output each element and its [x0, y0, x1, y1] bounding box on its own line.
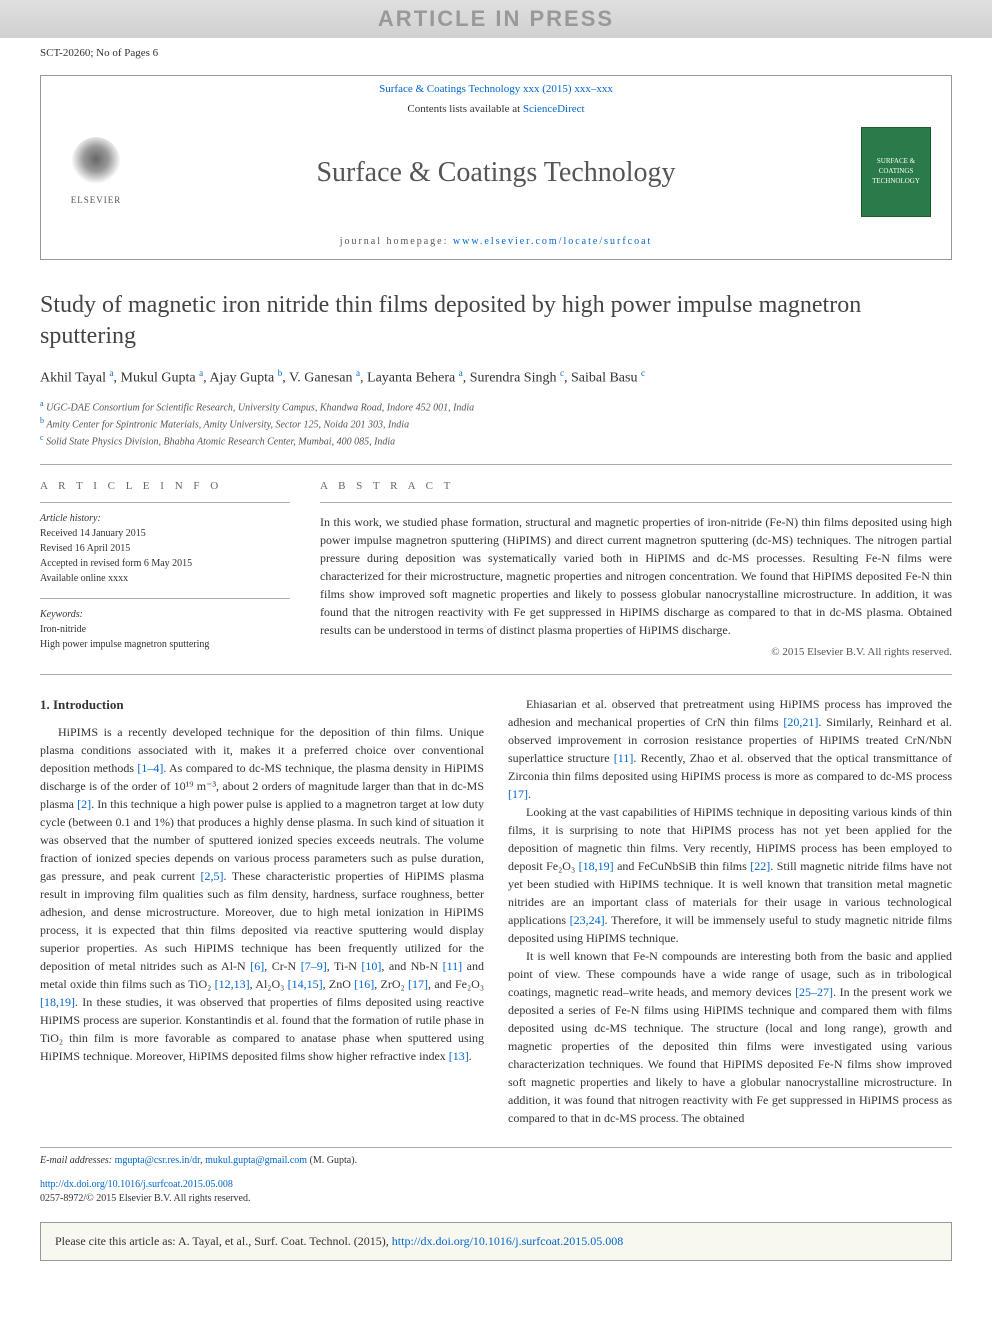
doi-block: http://dx.doi.org/10.1016/j.surfcoat.201… — [0, 1168, 992, 1212]
elsevier-tree-icon — [71, 137, 121, 192]
info-divider — [40, 598, 290, 599]
journal-issue-link[interactable]: Surface & Coatings Technology xxx (2015)… — [41, 76, 951, 99]
article-info: A R T I C L E I N F O Article history: R… — [40, 479, 290, 664]
article-title: Study of magnetic iron nitride thin film… — [0, 260, 992, 362]
affiliations: a UGC-DAE Consortium for Scientific Rese… — [0, 398, 992, 464]
cite-doi-link[interactable]: http://dx.doi.org/10.1016/j.surfcoat.201… — [392, 1234, 623, 1248]
elsevier-logo: ELSEVIER — [61, 132, 131, 212]
affiliation-a: a UGC-DAE Consortium for Scientific Rese… — [40, 398, 952, 415]
journal-title-row: ELSEVIER Surface & Coatings Technology S… — [41, 119, 951, 229]
affiliation-b: b Amity Center for Spintronic Materials,… — [40, 415, 952, 432]
body-column-left: 1. Introduction HiPIMS is a recently dev… — [40, 695, 484, 1127]
contents-prefix: Contents lists available at — [407, 103, 522, 115]
abstract-heading: A B S T R A C T — [320, 479, 952, 503]
abstract-text: In this work, we studied phase formation… — [320, 513, 952, 639]
contents-line: Contents lists available at ScienceDirec… — [41, 100, 951, 119]
doi-link[interactable]: http://dx.doi.org/10.1016/j.surfcoat.201… — [40, 1179, 233, 1190]
online-date: Available online xxxx — [40, 571, 290, 586]
journal-homepage-line: journal homepage: www.elsevier.com/locat… — [41, 229, 951, 259]
homepage-prefix: journal homepage: — [340, 236, 453, 247]
citation-box: Please cite this article as: A. Tayal, e… — [40, 1222, 952, 1261]
accepted-date: Accepted in revised form 6 May 2015 — [40, 556, 290, 571]
body-columns: 1. Introduction HiPIMS is a recently dev… — [0, 675, 992, 1137]
email-label: E-mail addresses: — [40, 1155, 112, 1166]
info-abstract-row: A R T I C L E I N F O Article history: R… — [0, 465, 992, 674]
keywords-block: Keywords: Iron-nitride High power impuls… — [40, 607, 290, 652]
body-paragraph: Ehiasarian et al. observed that pretreat… — [508, 695, 952, 803]
elsevier-text: ELSEVIER — [71, 194, 122, 207]
article-info-heading: A R T I C L E I N F O — [40, 479, 290, 503]
received-date: Received 14 January 2015 — [40, 526, 290, 541]
homepage-link[interactable]: www.elsevier.com/locate/surfcoat — [453, 236, 652, 247]
email-author-name: (M. Gupta). — [307, 1155, 357, 1166]
affiliation-c: c Solid State Physics Division, Bhabha A… — [40, 432, 952, 449]
article-history-block: Article history: Received 14 January 201… — [40, 511, 290, 586]
keyword-2: High power impulse magnetron sputtering — [40, 637, 290, 652]
section-1-heading: 1. Introduction — [40, 695, 484, 715]
corresponding-author-note: E-mail addresses: mgupta@csr.res.in/dr, … — [40, 1147, 952, 1168]
cite-prefix: Please cite this article as: A. Tayal, e… — [55, 1234, 392, 1248]
author-email-1[interactable]: mgupta@csr.res.in/dr — [115, 1155, 200, 1166]
body-paragraph: HiPIMS is a recently developed technique… — [40, 723, 484, 1065]
journal-header-box: Surface & Coatings Technology xxx (2015)… — [40, 75, 952, 260]
author-email-2[interactable]: mukul.gupta@gmail.com — [205, 1155, 307, 1166]
watermark-banner: ARTICLE IN PRESS — [0, 0, 992, 38]
abstract-column: A B S T R A C T In this work, we studied… — [320, 479, 952, 664]
keyword-1: Iron-nitride — [40, 622, 290, 637]
journal-name: Surface & Coatings Technology — [316, 153, 675, 192]
manuscript-reference: SCT-20260; No of Pages 6 — [0, 38, 992, 65]
revised-date: Revised 16 April 2015 — [40, 541, 290, 556]
abstract-copyright: © 2015 Elsevier B.V. All rights reserved… — [320, 639, 952, 660]
body-paragraph: It is well known that Fe-N compounds are… — [508, 947, 952, 1127]
body-column-right: Ehiasarian et al. observed that pretreat… — [508, 695, 952, 1127]
journal-cover-thumbnail: SURFACE & COATINGS TECHNOLOGY — [861, 127, 931, 217]
sciencedirect-link[interactable]: ScienceDirect — [523, 103, 585, 115]
author-list: Akhil Tayal a, Mukul Gupta a, Ajay Gupta… — [0, 363, 992, 398]
keywords-label: Keywords: — [40, 607, 290, 622]
history-label: Article history: — [40, 511, 290, 526]
issn-copyright: 0257-8972/© 2015 Elsevier B.V. All right… — [40, 1193, 250, 1204]
body-paragraph: Looking at the vast capabilities of HiPI… — [508, 803, 952, 947]
